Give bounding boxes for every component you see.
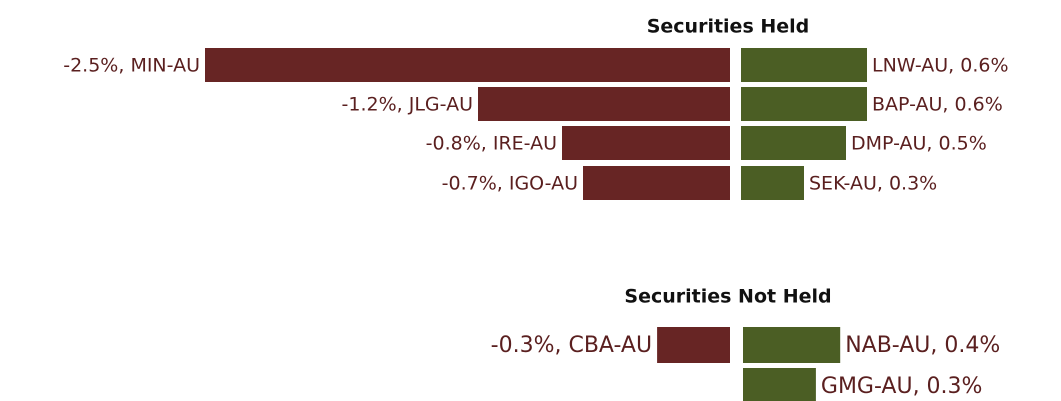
bar <box>562 126 730 160</box>
bar <box>741 166 804 200</box>
data-label: DMP-AU, 0.5% <box>851 133 987 155</box>
chart-title: Securities Not Held <box>624 286 831 308</box>
bar <box>743 327 841 363</box>
data-label: -1.2%, JLG-AU <box>342 94 473 116</box>
data-label: GMG-AU, 0.3% <box>821 374 983 399</box>
data-label: -0.3%, CBA-AU <box>491 333 652 358</box>
bar <box>205 48 730 82</box>
data-label: -2.5%, MIN-AU <box>63 55 200 77</box>
data-label: -0.8%, IRE-AU <box>426 133 557 155</box>
data-label: NAB-AU, 0.4% <box>845 333 1000 358</box>
data-label: LNW-AU, 0.6% <box>872 55 1009 77</box>
bar <box>741 126 846 160</box>
chart-title: Securities Held <box>647 16 810 38</box>
bar <box>743 368 816 401</box>
bar <box>657 327 730 363</box>
data-label: SEK-AU, 0.3% <box>809 173 937 195</box>
data-label: -0.7%, IGO-AU <box>442 173 578 195</box>
bar <box>741 87 867 121</box>
data-label: BAP-AU, 0.6% <box>872 94 1003 116</box>
bar <box>583 166 730 200</box>
bar <box>478 87 730 121</box>
bar <box>741 48 867 82</box>
